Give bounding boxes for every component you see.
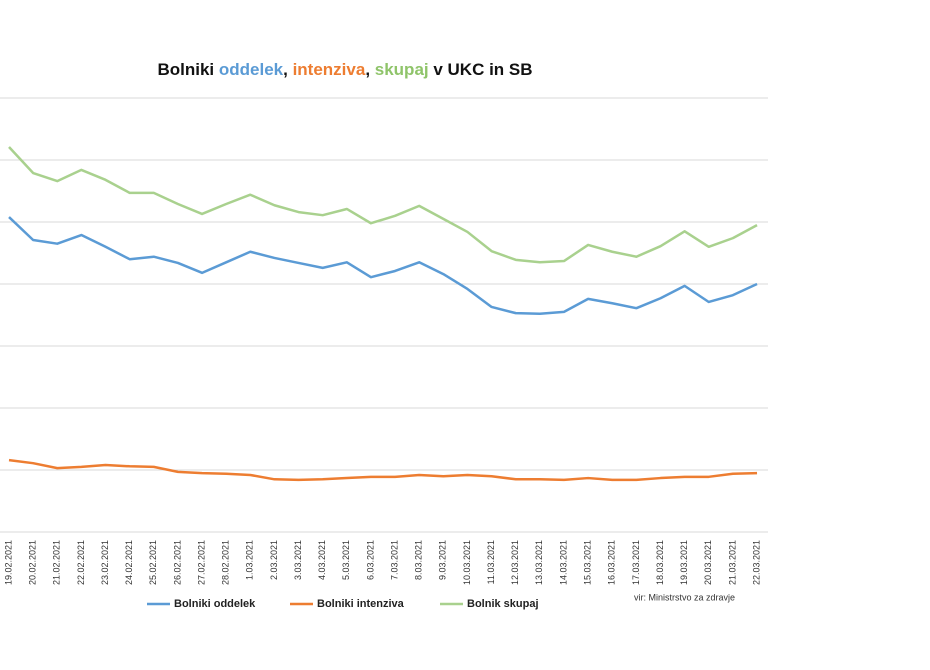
legend: Bolniki oddelek Bolniki intenziva Bolnik s… — [147, 598, 539, 610]
data-line — [8, 146, 758, 264]
x-tick-label: 1.03.2021 — [245, 540, 255, 580]
x-tick-label: 18.03.2021 — [655, 540, 665, 585]
title-part: intenziva — [293, 60, 366, 79]
x-tick-label: 6.03.2021 — [365, 540, 375, 580]
x-tick-label: 10.03.2021 — [462, 540, 472, 585]
legend-label: Bolniki oddelek — [174, 598, 256, 610]
x-tick-label: 22.03.2021 — [751, 540, 761, 585]
x-tick-label: 27.02.2021 — [196, 540, 206, 585]
legend-label: Bolniki intenziva — [317, 598, 405, 610]
x-tick-label: 22.02.2021 — [76, 540, 86, 585]
x-tick-label: 8.03.2021 — [414, 540, 424, 580]
x-tick-label: 14.03.2021 — [558, 540, 568, 585]
x-tick-label: 9.03.2021 — [438, 540, 448, 580]
legend-label: Bolnik skupaj — [467, 598, 539, 610]
x-tick-label: 7.03.2021 — [389, 540, 399, 580]
x-tick-label: 19.03.2021 — [679, 540, 689, 585]
title-part: , — [283, 60, 292, 79]
title-part: oddelek — [219, 60, 284, 79]
x-tick-label: 20.02.2021 — [28, 540, 38, 585]
x-tick-label: 4.03.2021 — [317, 540, 327, 580]
x-tick-label: 3.03.2021 — [293, 540, 303, 580]
x-tick-label: 2.03.2021 — [269, 540, 279, 580]
x-tick-label: 24.02.2021 — [124, 540, 134, 585]
title-part: Bolniki — [157, 60, 218, 79]
x-tick-label: 15.03.2021 — [582, 540, 592, 585]
title-part: skupaj — [375, 60, 429, 79]
x-tick-label: 20.03.2021 — [703, 540, 713, 585]
chart-title: Bolniki oddelek, intenziva, skupaj v UKC… — [157, 60, 532, 79]
x-tick-label: 17.03.2021 — [631, 540, 641, 585]
x-tick-label: 28.02.2021 — [221, 540, 231, 585]
x-tick-label: 12.03.2021 — [510, 540, 520, 585]
x-tick-label: 5.03.2021 — [341, 540, 351, 580]
x-tick-label: 11.03.2021 — [486, 540, 496, 584]
data-line — [8, 216, 758, 316]
data-line — [8, 458, 758, 482]
source-note: vir: Ministrstvo za zdravje — [634, 592, 735, 602]
x-tick-label: 19.02.2021 — [3, 540, 13, 585]
x-tick-label: 25.02.2021 — [148, 540, 158, 585]
x-tick-label: 26.02.2021 — [172, 540, 182, 585]
x-tick-label: 21.03.2021 — [727, 540, 737, 585]
x-tick-label: 21.02.2021 — [52, 540, 62, 585]
x-tick-label: 13.03.2021 — [534, 540, 544, 585]
title-part: , — [365, 60, 374, 79]
title-part: v UKC in SB — [429, 60, 533, 79]
x-tick-label: 16.03.2021 — [607, 540, 617, 585]
x-tick-label: 23.02.2021 — [100, 540, 110, 585]
